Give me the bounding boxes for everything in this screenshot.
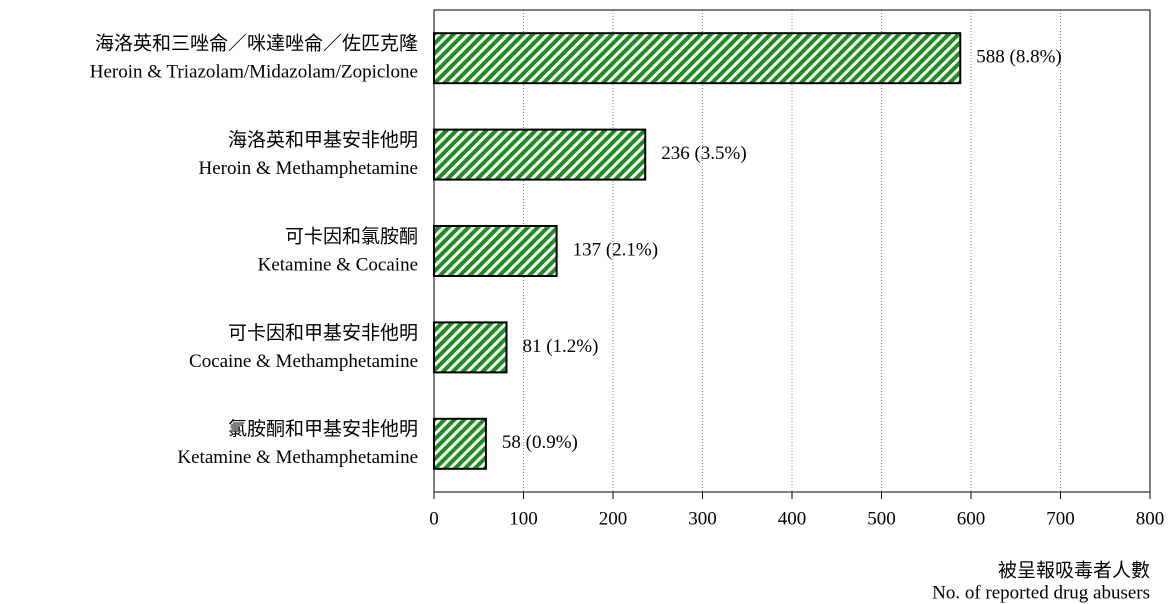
value-label: 236 (3.5%) xyxy=(661,143,746,164)
value-label: 58 (0.9%) xyxy=(502,432,578,453)
x-tick-label: 700 xyxy=(1046,508,1075,529)
bar xyxy=(433,417,487,470)
x-tick-label: 0 xyxy=(429,508,439,529)
y-tick-label: Heroin & Triazolam/Midazolam/Zopiclone xyxy=(90,62,418,83)
x-tick-label: 200 xyxy=(599,508,628,529)
bar xyxy=(433,32,962,85)
y-tick-label: 可卡因和甲基安非他明 xyxy=(228,322,418,344)
x-tick-label: 400 xyxy=(778,508,807,529)
y-tick-label: 海洛英和三唑侖／咪達唑侖／佐匹克隆 xyxy=(95,33,418,55)
y-tick-label: 可卡因和氯胺酮 xyxy=(285,225,418,247)
value-label: 81 (1.2%) xyxy=(522,336,598,357)
bar xyxy=(433,128,647,181)
x-tick-label: 500 xyxy=(867,508,896,529)
value-label: 137 (2.1%) xyxy=(573,239,658,260)
bar xyxy=(433,225,558,277)
y-tick-label: Ketamine & Methamphetamine xyxy=(177,447,418,468)
value-label: 588 (8.8%) xyxy=(976,47,1061,68)
x-axis-title: No. of reported drug abusers xyxy=(932,582,1150,603)
x-tick-label: 600 xyxy=(957,508,986,529)
y-tick-label: Ketamine & Cocaine xyxy=(258,254,418,275)
x-axis-title: 被呈報吸毒者人數 xyxy=(998,559,1150,581)
y-tick-label: 氯胺酮和甲基安非他明 xyxy=(228,418,418,440)
x-tick-label: 300 xyxy=(688,508,717,529)
y-tick-label: Cocaine & Methamphetamine xyxy=(189,351,418,372)
y-tick-label: Heroin & Methamphetamine xyxy=(199,158,419,179)
x-tick-label: 100 xyxy=(509,508,538,529)
bar xyxy=(433,321,508,374)
x-tick-label: 800 xyxy=(1136,508,1165,529)
y-tick-label: 海洛英和甲基安非他明 xyxy=(228,129,418,151)
